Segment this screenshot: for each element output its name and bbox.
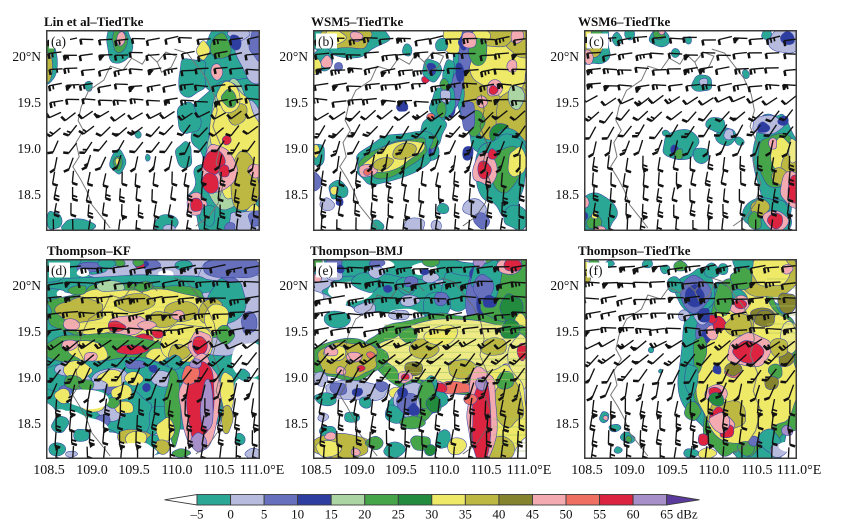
svg-text:45: 45 <box>526 507 539 522</box>
svg-text:15: 15 <box>325 507 338 522</box>
svg-text:30: 30 <box>425 507 438 522</box>
svg-text:(a): (a) <box>51 34 66 49</box>
svg-text:20: 20 <box>358 507 371 522</box>
svg-text:(c): (c) <box>589 34 604 49</box>
svg-text:0: 0 <box>227 507 234 522</box>
svg-text:dBz: dBz <box>677 507 698 522</box>
svg-text:60: 60 <box>627 507 640 522</box>
svg-text:–5: –5 <box>190 507 204 522</box>
svg-text:(d): (d) <box>51 263 67 278</box>
svg-text:35: 35 <box>459 507 472 522</box>
svg-text:40: 40 <box>492 507 505 522</box>
svg-text:(f): (f) <box>589 263 603 278</box>
svg-text:55: 55 <box>593 507 606 522</box>
svg-text:10: 10 <box>291 507 304 522</box>
svg-text:25: 25 <box>392 507 405 522</box>
svg-text:65: 65 <box>660 507 673 522</box>
svg-text:(b): (b) <box>318 34 334 49</box>
svg-text:5: 5 <box>261 507 268 522</box>
svg-text:50: 50 <box>560 507 573 522</box>
svg-text:(e): (e) <box>318 263 333 278</box>
